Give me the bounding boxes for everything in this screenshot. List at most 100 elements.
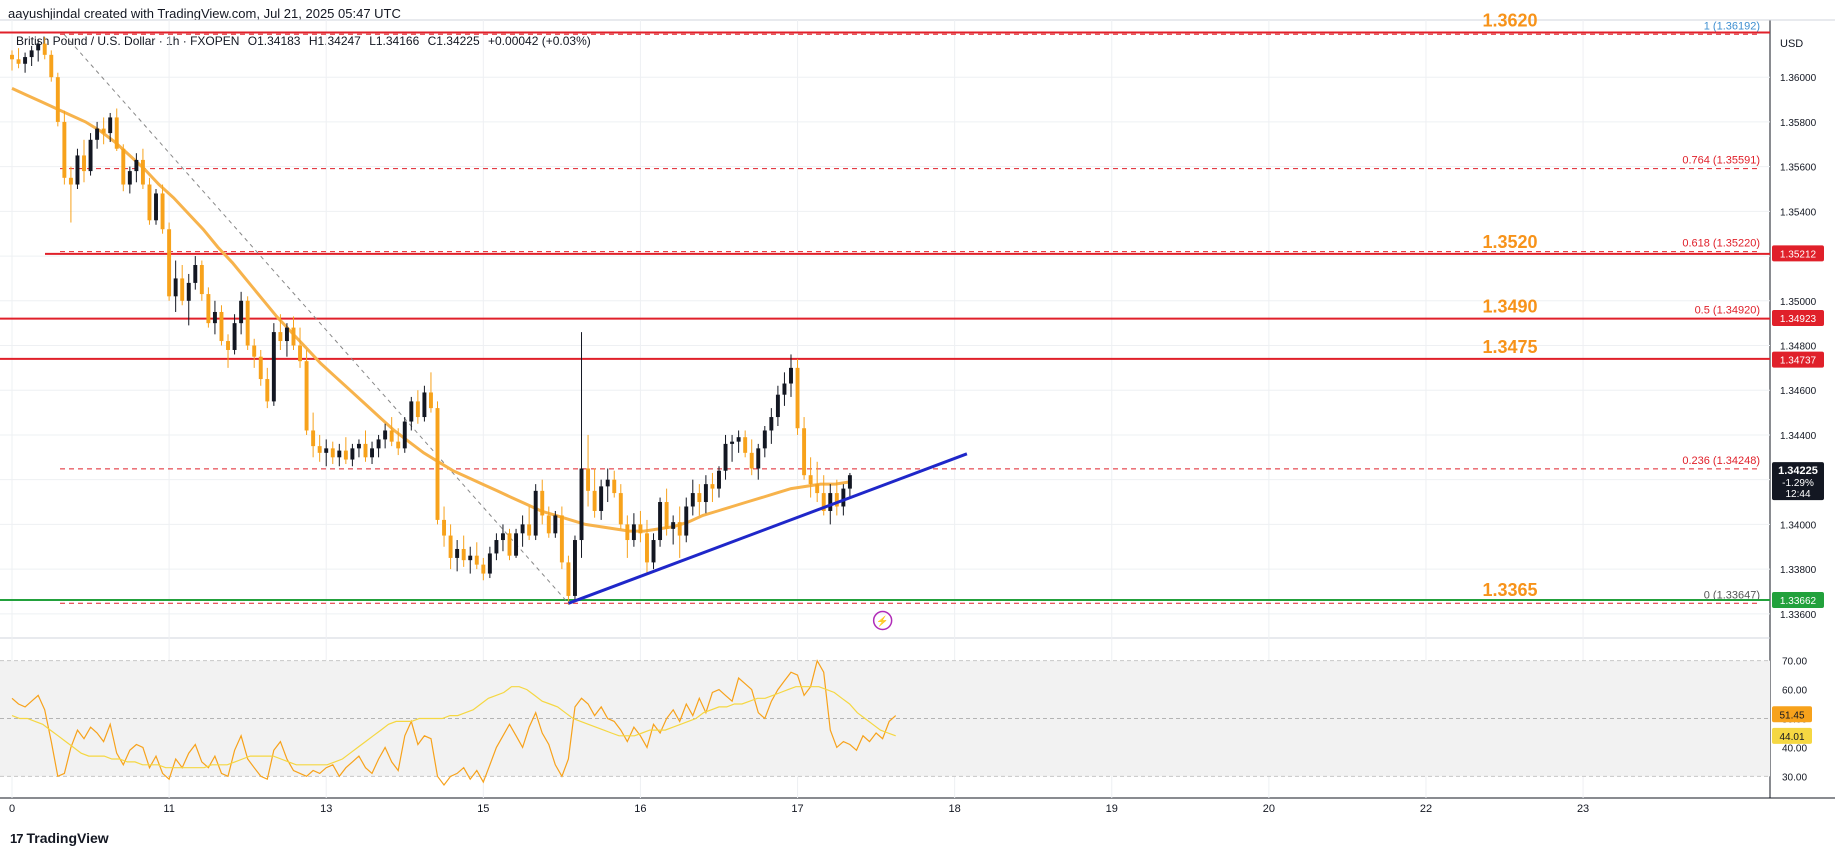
y-tick-label: 1.35800 (1780, 118, 1817, 129)
symbol-legend[interactable]: British Pound / U.S. Dollar · 1h · FXOPE… (16, 34, 596, 48)
candle-body (219, 311, 224, 342)
candle-body (821, 493, 826, 511)
candle-body (723, 443, 728, 471)
support-label: 1.3365 (1482, 580, 1537, 600)
candle-body (573, 540, 577, 596)
candle-body (356, 443, 361, 449)
candle-body (612, 479, 617, 494)
candle-body (638, 524, 643, 534)
candle-body (415, 401, 420, 418)
x-tick-label: 22 (1420, 803, 1432, 815)
candle-body (448, 535, 453, 558)
candle-body (298, 345, 302, 362)
candle-body (841, 488, 846, 507)
candle-body (514, 533, 519, 556)
candle-body (671, 522, 676, 529)
current-price-change: -1.29% (1782, 478, 1814, 489)
candle-body (114, 117, 119, 149)
resistance-label: 1.3490 (1482, 297, 1537, 317)
candle-body (553, 515, 558, 534)
x-tick-label: 16 (634, 803, 646, 815)
candle-body (173, 278, 178, 297)
candle-body (481, 564, 486, 574)
candle-body (324, 448, 329, 453)
current-price-badge (1772, 462, 1824, 501)
candle-body (23, 57, 28, 64)
candle-body (402, 421, 407, 449)
symbol-name[interactable]: British Pound / U.S. Dollar · 1h · FXOPE… (16, 34, 240, 48)
currency-label[interactable]: USD (1780, 38, 1804, 50)
candle-body (291, 327, 296, 346)
candle-body (782, 383, 787, 395)
y-tick-label: 1.35400 (1780, 207, 1817, 218)
candle-body (271, 332, 276, 402)
resistance-label: 1.3620 (1482, 10, 1537, 30)
candle-body (199, 265, 204, 295)
candle-body (461, 548, 466, 561)
price-badge-label: 1.35212 (1780, 249, 1817, 260)
candle-body (167, 229, 172, 297)
candle-body (121, 148, 126, 185)
candle-body (389, 430, 394, 442)
candle-body (409, 401, 414, 422)
tradingview-logo-icon: 17 (10, 830, 24, 846)
candle-body (206, 294, 211, 324)
candle-body (186, 282, 191, 301)
candle-body (710, 484, 715, 489)
chart-credit: aayushjindal created with TradingView.co… (8, 6, 401, 21)
fib-label: 0 (1.33647) (1704, 589, 1760, 601)
low-value: L1.34166 (369, 34, 420, 48)
candle-body (743, 437, 748, 453)
candle-body (55, 77, 60, 122)
candle-body (245, 300, 250, 346)
candle-body (566, 562, 571, 596)
candle-body (658, 502, 663, 541)
y-tick-label: 1.36000 (1780, 73, 1817, 84)
candle-body (36, 43, 41, 51)
close-value: C1.34225 (427, 34, 480, 48)
candle-body (16, 59, 21, 64)
candle-body (376, 439, 381, 449)
candle-body (775, 394, 780, 418)
rsi-badge (1772, 727, 1812, 744)
candle-body (49, 54, 54, 78)
candle-body (435, 408, 440, 520)
fib-label: 0.618 (1.35220) (1682, 238, 1760, 250)
candle-body (140, 159, 145, 185)
candle-body (265, 379, 270, 402)
candle-body (559, 515, 564, 563)
candle-body (703, 484, 708, 503)
candle-body (487, 553, 492, 574)
x-tick-label: 0 (9, 803, 15, 815)
resistance-label: 1.3475 (1482, 337, 1537, 357)
candle-body (343, 450, 348, 460)
fib-label: 0.5 (1.34920) (1695, 305, 1760, 317)
candle-body (134, 159, 139, 172)
candle-body (304, 361, 309, 431)
x-tick-label: 17 (791, 803, 803, 815)
candle-body (396, 441, 401, 449)
candle-body (68, 177, 73, 185)
x-tick-label: 13 (320, 803, 332, 815)
candle-body (815, 484, 820, 494)
candle-body (62, 121, 67, 178)
rsi-tick-label: 70.00 (1782, 657, 1807, 668)
candle-body (736, 437, 741, 442)
x-tick-label: 18 (949, 803, 961, 815)
candle-body (330, 448, 335, 458)
high-value: H1.34247 (308, 34, 361, 48)
candle-body (239, 300, 244, 324)
lightning-icon (872, 610, 893, 631)
rsi-badge (1772, 706, 1812, 723)
candle-body (127, 171, 132, 185)
bar-countdown: 12:44 (1785, 489, 1810, 500)
candle-body (442, 519, 447, 536)
x-tick-label: 15 (477, 803, 489, 815)
candle-body (802, 428, 807, 476)
candle-body (789, 367, 793, 384)
candle-body (762, 430, 767, 449)
rsi-tick-label: 40.00 (1782, 743, 1807, 754)
candle-body (75, 155, 80, 185)
candle-body (278, 332, 283, 342)
